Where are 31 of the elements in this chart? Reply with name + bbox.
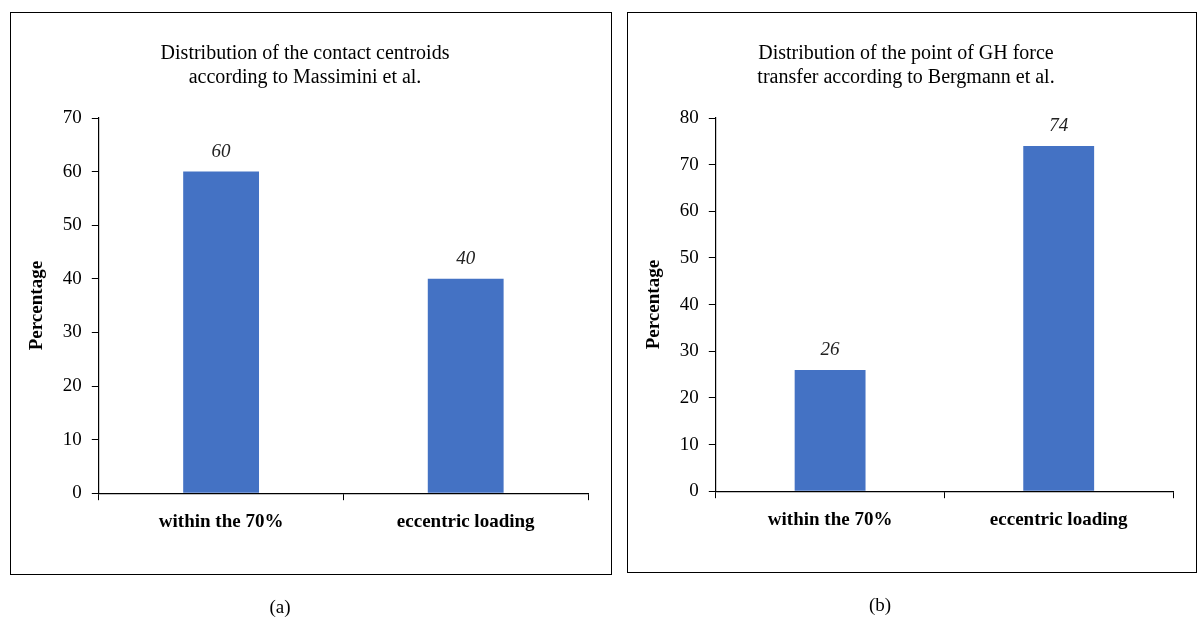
y-tick-label: 10	[679, 432, 699, 454]
y-axis-title: Percentage	[642, 259, 664, 350]
y-tick-label: 50	[62, 213, 82, 235]
y-tick-label: 50	[679, 245, 699, 267]
x-tick-label: within the 70%	[767, 507, 893, 529]
y-tick-label: 0	[72, 481, 82, 503]
x-tick-label: within the 70%	[158, 509, 284, 531]
x-tick-label: eccentric loading	[396, 509, 536, 531]
data-label: 74	[1049, 114, 1069, 136]
y-tick-label: 20	[62, 373, 82, 395]
data-label: 40	[456, 247, 476, 269]
chart-title: Distribution of the point of GH force transfer according to Bergmann et al.	[757, 41, 1055, 89]
y-tick-label: 70	[62, 105, 82, 127]
y-tick-label: 20	[679, 385, 699, 407]
text: (a)	[268, 596, 292, 618]
data-label: 26	[820, 338, 841, 360]
y-axis-title: Percentage	[25, 260, 47, 351]
y-tick-label: 40	[679, 292, 699, 314]
y-tick-label: 30	[62, 320, 82, 342]
y-tick-label: 60	[62, 159, 82, 181]
y-tick-label: 10	[62, 427, 82, 449]
y-tick-label: 60	[679, 199, 699, 221]
y-tick-label: 40	[62, 266, 82, 288]
chart-title: Distribution of the contact centroids according to Massimini et al.	[160, 41, 450, 89]
data-label: 60	[211, 140, 232, 162]
y-tick-label: 0	[689, 479, 699, 501]
y-tick-label: 30	[679, 339, 699, 361]
text: (b)	[867, 594, 893, 616]
y-tick-label: 80	[679, 105, 699, 127]
y-tick-label: 70	[679, 152, 699, 174]
x-tick-label: eccentric loading	[989, 507, 1129, 529]
